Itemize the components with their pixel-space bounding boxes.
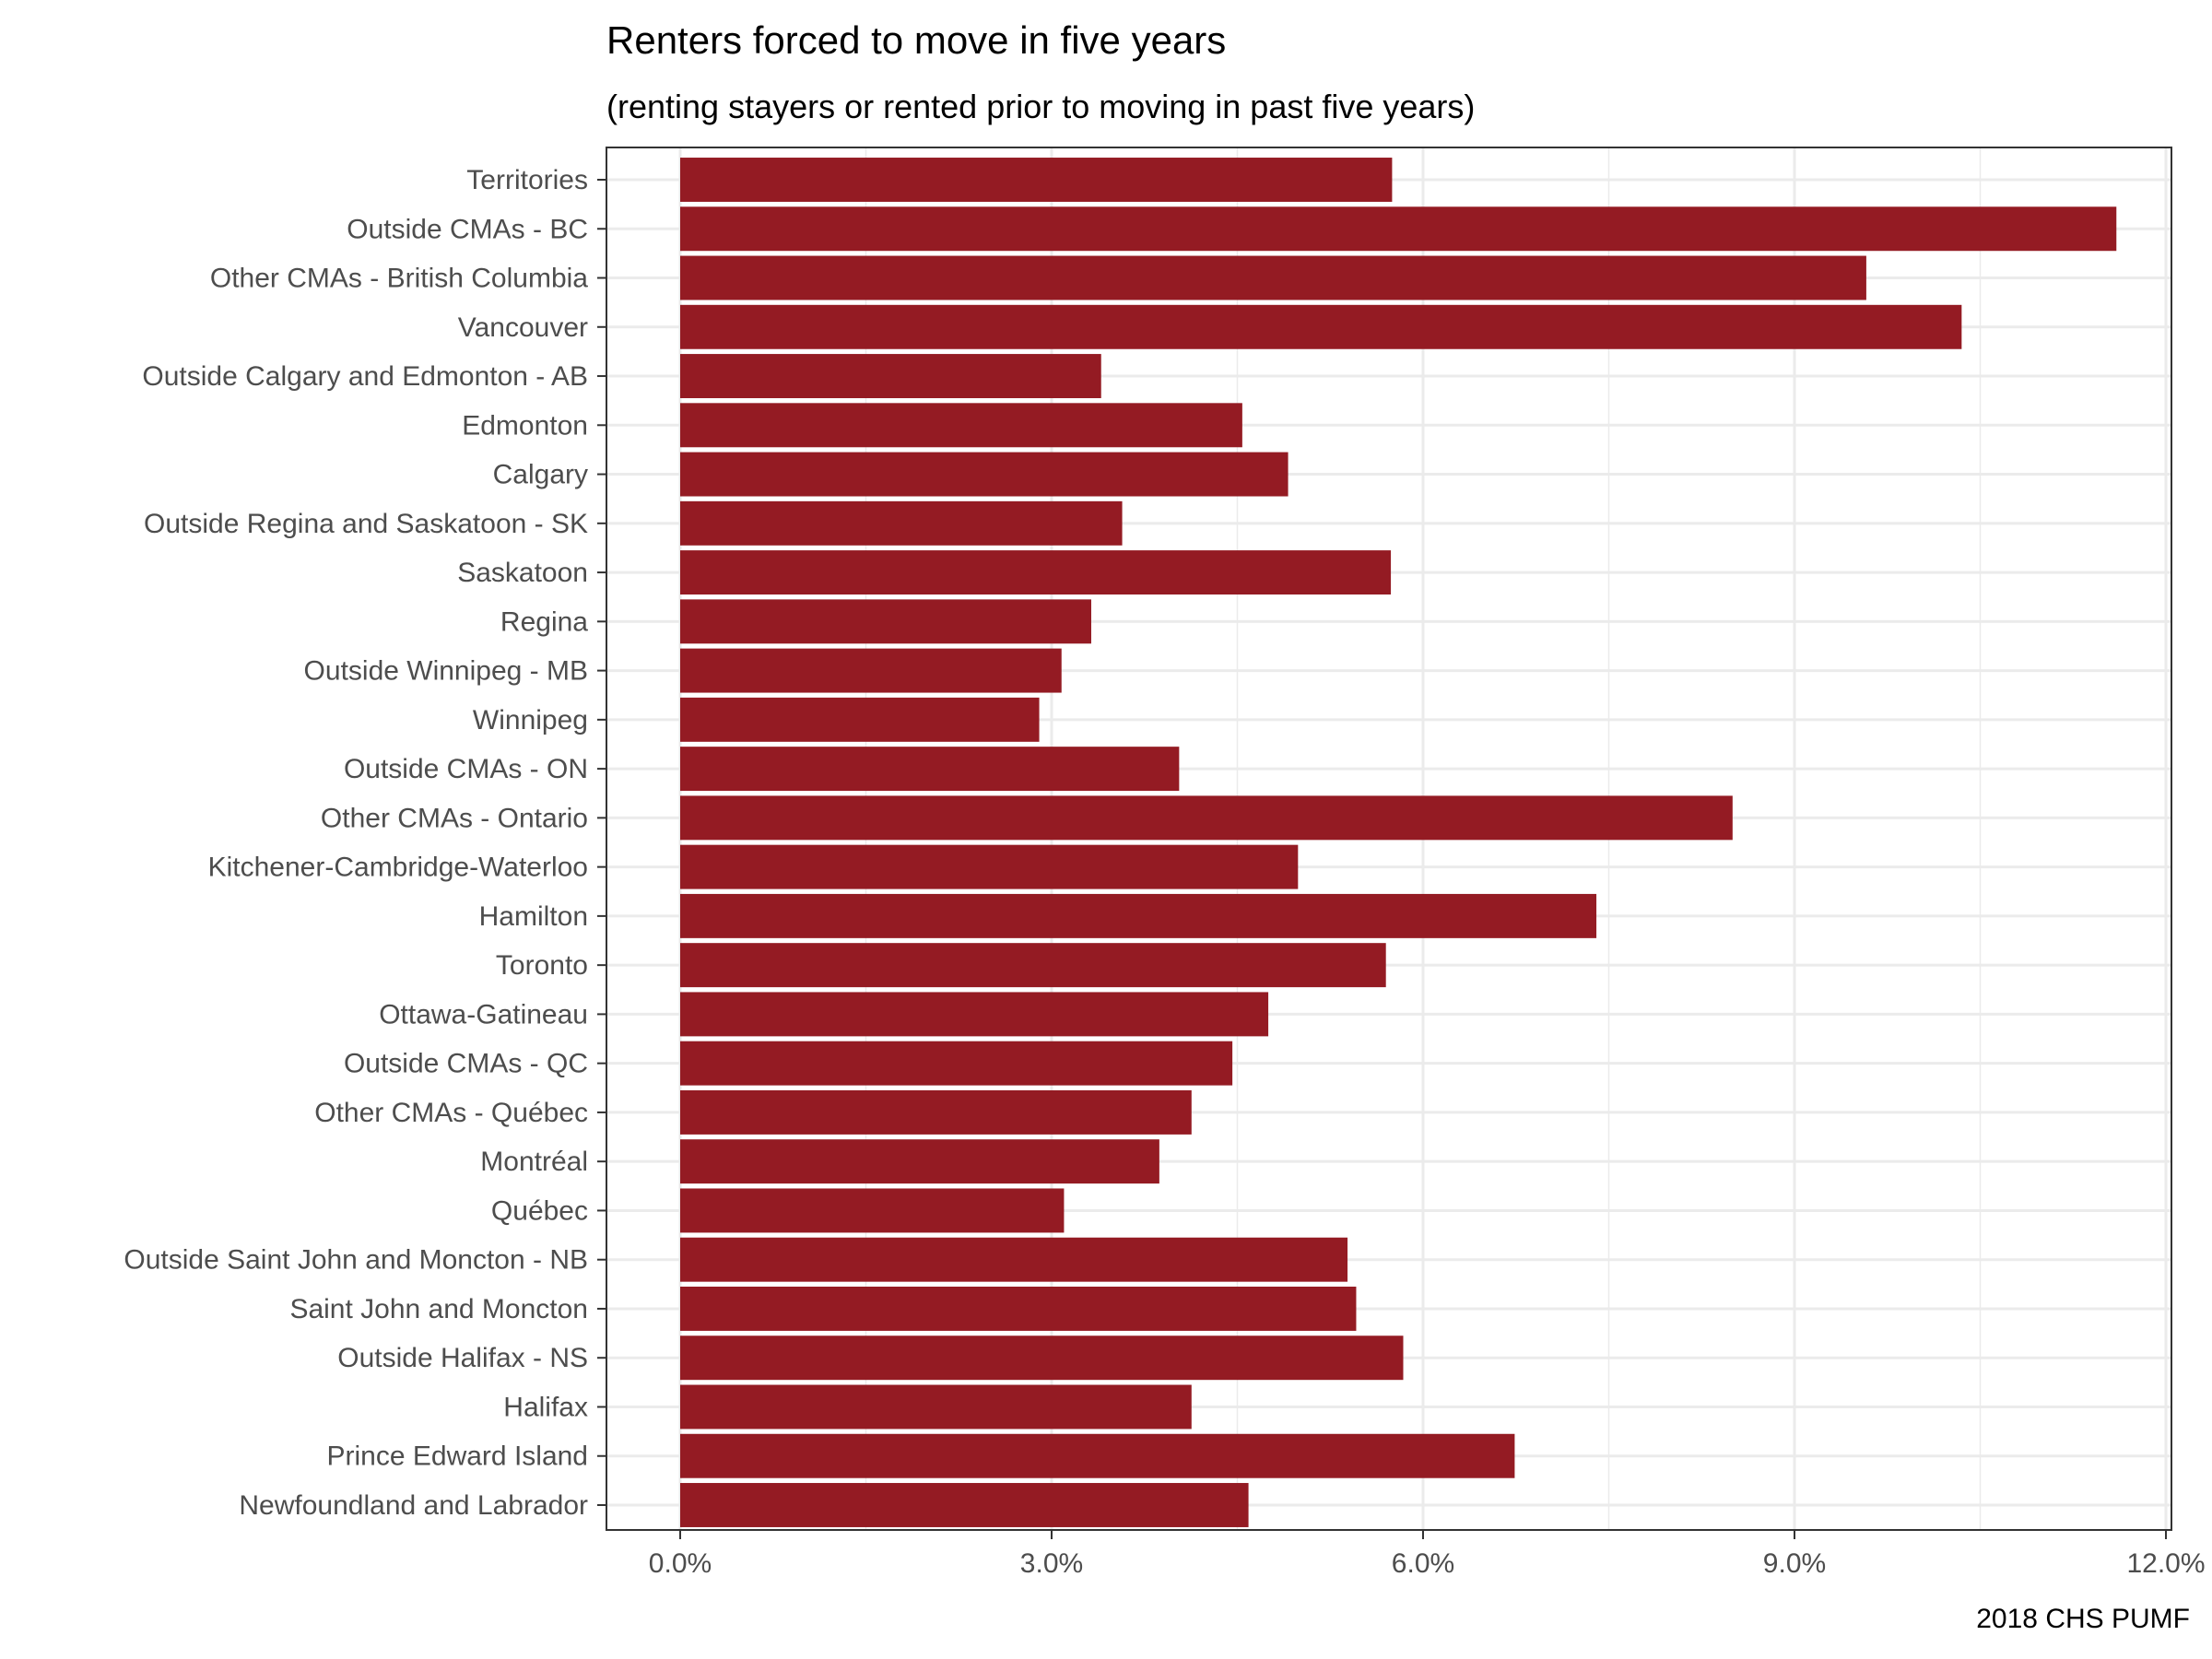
plot-border bbox=[606, 147, 2172, 1531]
bar bbox=[680, 403, 1242, 448]
y-tick-label: Edmonton bbox=[462, 410, 588, 441]
x-axis: 0.0% 3.0% 6.0% 9.0% 12.0% bbox=[649, 1530, 2206, 1579]
bar bbox=[680, 255, 1866, 300]
bar bbox=[680, 1237, 1348, 1282]
y-tick-label: Other CMAs - Québec bbox=[314, 1098, 588, 1128]
y-tick-label: Ottawa-Gatineau bbox=[379, 999, 588, 1030]
y-tick-label: Québec bbox=[491, 1195, 588, 1226]
bar bbox=[680, 697, 1040, 742]
bar bbox=[680, 452, 1288, 497]
y-tick-label: Saint John and Moncton bbox=[289, 1294, 588, 1324]
x-tick-label: 0.0% bbox=[649, 1548, 712, 1579]
y-tick-label: Other CMAs - British Columbia bbox=[210, 264, 588, 294]
bar bbox=[680, 500, 1123, 546]
bar bbox=[680, 648, 1062, 693]
y-tick-label: Other CMAs - Ontario bbox=[321, 803, 588, 833]
bar bbox=[680, 893, 1597, 938]
x-tick-label: 3.0% bbox=[1020, 1548, 1083, 1579]
bar bbox=[680, 1188, 1065, 1233]
bar bbox=[680, 599, 1091, 644]
y-tick-label: Vancouver bbox=[458, 312, 588, 343]
y-tick-label: Regina bbox=[500, 606, 588, 637]
bar bbox=[680, 795, 1733, 841]
bar bbox=[680, 1483, 1249, 1527]
y-tick-label: Outside Winnipeg - MB bbox=[304, 656, 588, 687]
bar bbox=[680, 992, 1269, 1037]
y-tick-label: Outside Regina and Saskatoon - SK bbox=[144, 509, 588, 539]
bar bbox=[680, 158, 1393, 202]
y-tick-label: Outside CMAs - QC bbox=[344, 1049, 588, 1079]
bar bbox=[680, 304, 1962, 349]
x-tick-label: 6.0% bbox=[1392, 1548, 1454, 1579]
bar bbox=[680, 1041, 1233, 1086]
y-tick-label: Territories bbox=[466, 165, 588, 195]
bar bbox=[680, 844, 1299, 889]
x-tick-label: 9.0% bbox=[1763, 1548, 1826, 1579]
x-tick-label: 12.0% bbox=[2126, 1548, 2205, 1579]
bar bbox=[680, 1089, 1192, 1135]
y-tick-label: Halifax bbox=[503, 1392, 588, 1422]
y-tick-label: Outside Halifax - NS bbox=[337, 1343, 588, 1373]
bar bbox=[680, 1286, 1357, 1331]
bar bbox=[680, 1433, 1515, 1478]
y-tick-label: Outside Calgary and Edmonton - AB bbox=[142, 361, 588, 392]
chart-title: Renters forced to move in five years bbox=[606, 18, 1226, 62]
y-tick-label: Outside Saint John and Moncton - NB bbox=[124, 1245, 588, 1276]
bar bbox=[680, 1384, 1192, 1430]
bar bbox=[680, 747, 1180, 792]
bar bbox=[680, 354, 1101, 399]
y-tick-label: Outside CMAs - ON bbox=[344, 754, 588, 784]
y-tick-label: Calgary bbox=[493, 460, 588, 490]
y-tick-label: Montréal bbox=[480, 1147, 588, 1177]
bar bbox=[680, 206, 2117, 252]
bar bbox=[680, 1335, 1404, 1381]
bars-layer bbox=[680, 158, 2117, 1527]
y-tick-label: Newfoundland and Labrador bbox=[239, 1490, 588, 1521]
bar bbox=[680, 943, 1386, 988]
bar bbox=[680, 550, 1392, 595]
y-tick-label: Winnipeg bbox=[473, 705, 588, 735]
y-tick-label: Toronto bbox=[496, 950, 588, 981]
chart-subtitle: (renting stayers or rented prior to movi… bbox=[606, 88, 1475, 125]
y-tick-label: Kitchener-Cambridge-Waterloo bbox=[208, 853, 588, 883]
y-tick-label: Saskatoon bbox=[457, 558, 588, 588]
y-tick-label: Prince Edward Island bbox=[327, 1441, 588, 1472]
y-tick-label: Outside CMAs - BC bbox=[347, 214, 588, 244]
y-tick-label: Hamilton bbox=[479, 901, 588, 932]
y-axis: Territories Outside CMAs - BC Other CMAs -… bbox=[124, 165, 606, 1521]
chart-caption: 2018 CHS PUMF bbox=[1976, 1604, 2190, 1634]
bar bbox=[680, 1139, 1159, 1184]
